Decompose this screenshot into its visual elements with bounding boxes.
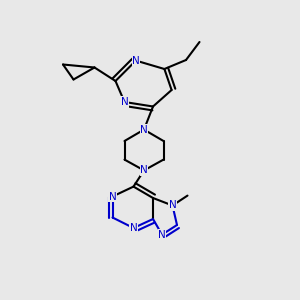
Text: N: N [158,230,166,240]
Text: N: N [109,191,116,202]
Text: N: N [132,56,140,66]
Text: N: N [121,97,128,107]
Text: N: N [130,223,137,233]
Text: N: N [140,124,148,135]
Text: N: N [169,200,176,211]
Text: N: N [140,165,148,176]
